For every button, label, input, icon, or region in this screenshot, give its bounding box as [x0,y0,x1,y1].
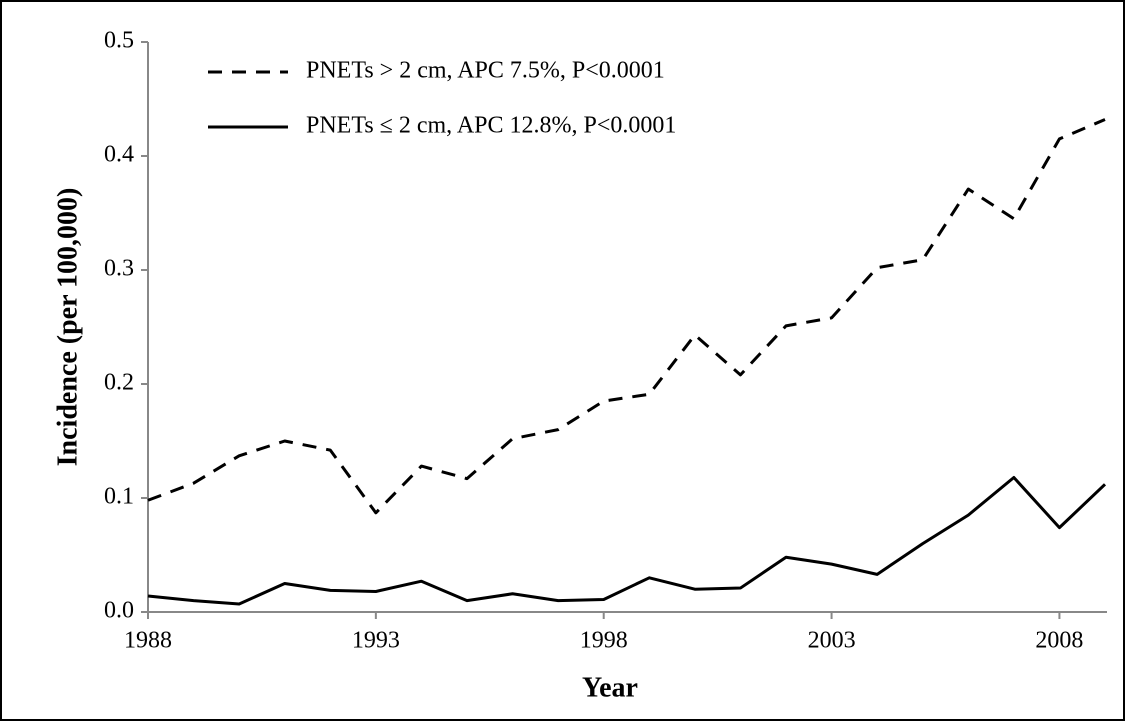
x-axis-title: Year [582,672,638,703]
x-tick-label: 1988 [124,628,172,654]
legend-label: PNETs > 2 cm, APC 7.5%, P<0.0001 [306,58,665,84]
y-tick-label: 0.5 [104,28,134,54]
x-tick-label: 2003 [808,628,856,654]
y-axis-title: Incidence (per 100,000) [52,188,83,467]
line [147,118,1106,515]
y-tick-label: 0.3 [104,256,134,282]
y-tick-label: 0.4 [104,142,134,168]
line [147,475,1107,606]
y-tick-label: 0.0 [104,598,134,624]
legend-label: PNETs ≤ 2 cm, APC 12.8%, P<0.0001 [306,113,676,139]
x-tick-label: 1998 [580,628,628,654]
y-tick-label: 0.2 [104,370,134,396]
y-tick-label: 0.1 [104,484,134,510]
x-tick-label: 2008 [1035,628,1083,654]
x-tick-label: 1993 [352,628,400,654]
